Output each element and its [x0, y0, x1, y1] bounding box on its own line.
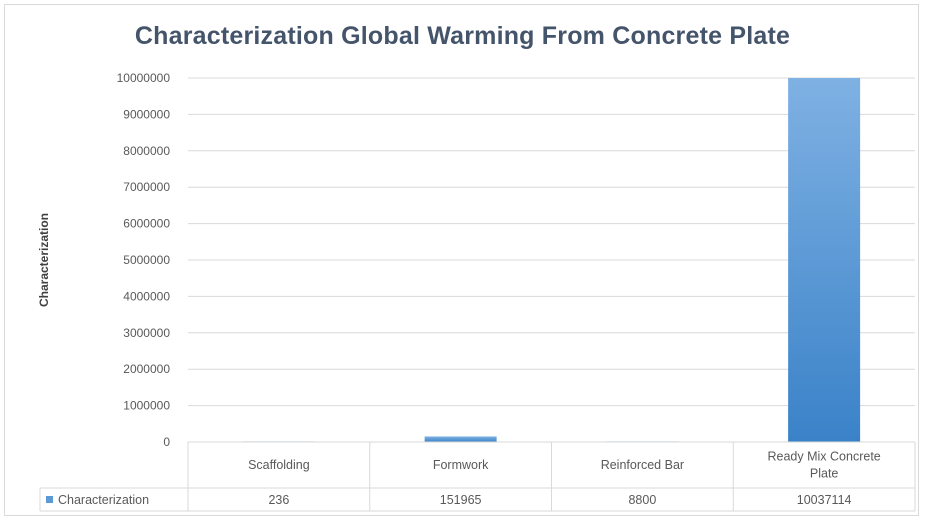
- y-tick-label: 2000000: [123, 362, 170, 376]
- bar: [424, 436, 497, 442]
- legend-key: [46, 496, 53, 503]
- y-tick-labels: 0 1000000 2000000 3000000 4000000 5000000 6000…: [117, 71, 171, 449]
- y-tick-label: 10000000: [117, 71, 171, 85]
- bars: [242, 78, 861, 442]
- data-table: Scaffolding Formwork Reinforced Bar Ready M…: [39, 441, 916, 512]
- category-label: Formwork: [433, 458, 489, 472]
- y-tick-label: 3000000: [123, 326, 170, 340]
- category-label: Scaffolding: [248, 458, 310, 472]
- y-tick-label: 7000000: [123, 180, 170, 194]
- data-value-label: 10037114: [797, 493, 852, 507]
- bar: [788, 78, 861, 442]
- y-tick-label: 8000000: [123, 144, 170, 158]
- y-tick-label: 1000000: [123, 399, 170, 413]
- data-value-label: 236: [268, 493, 289, 507]
- category-label: Plate: [810, 467, 839, 481]
- category-label: Reinforced Bar: [601, 458, 684, 472]
- y-tick-label: 4000000: [123, 289, 170, 303]
- chart-title: Characterization Global Warming From Con…: [134, 22, 791, 50]
- y-tick-label: 0: [163, 435, 170, 449]
- legend-label: Characterization: [58, 493, 149, 507]
- category-label: Ready Mix Concrete: [768, 450, 881, 464]
- y-tick-label: 9000000: [123, 107, 170, 121]
- y-tick-label: 6000000: [123, 217, 170, 231]
- data-value-label: 151965: [440, 493, 482, 507]
- y-tick-label: 5000000: [123, 253, 170, 267]
- data-value-label: 8800: [628, 493, 656, 507]
